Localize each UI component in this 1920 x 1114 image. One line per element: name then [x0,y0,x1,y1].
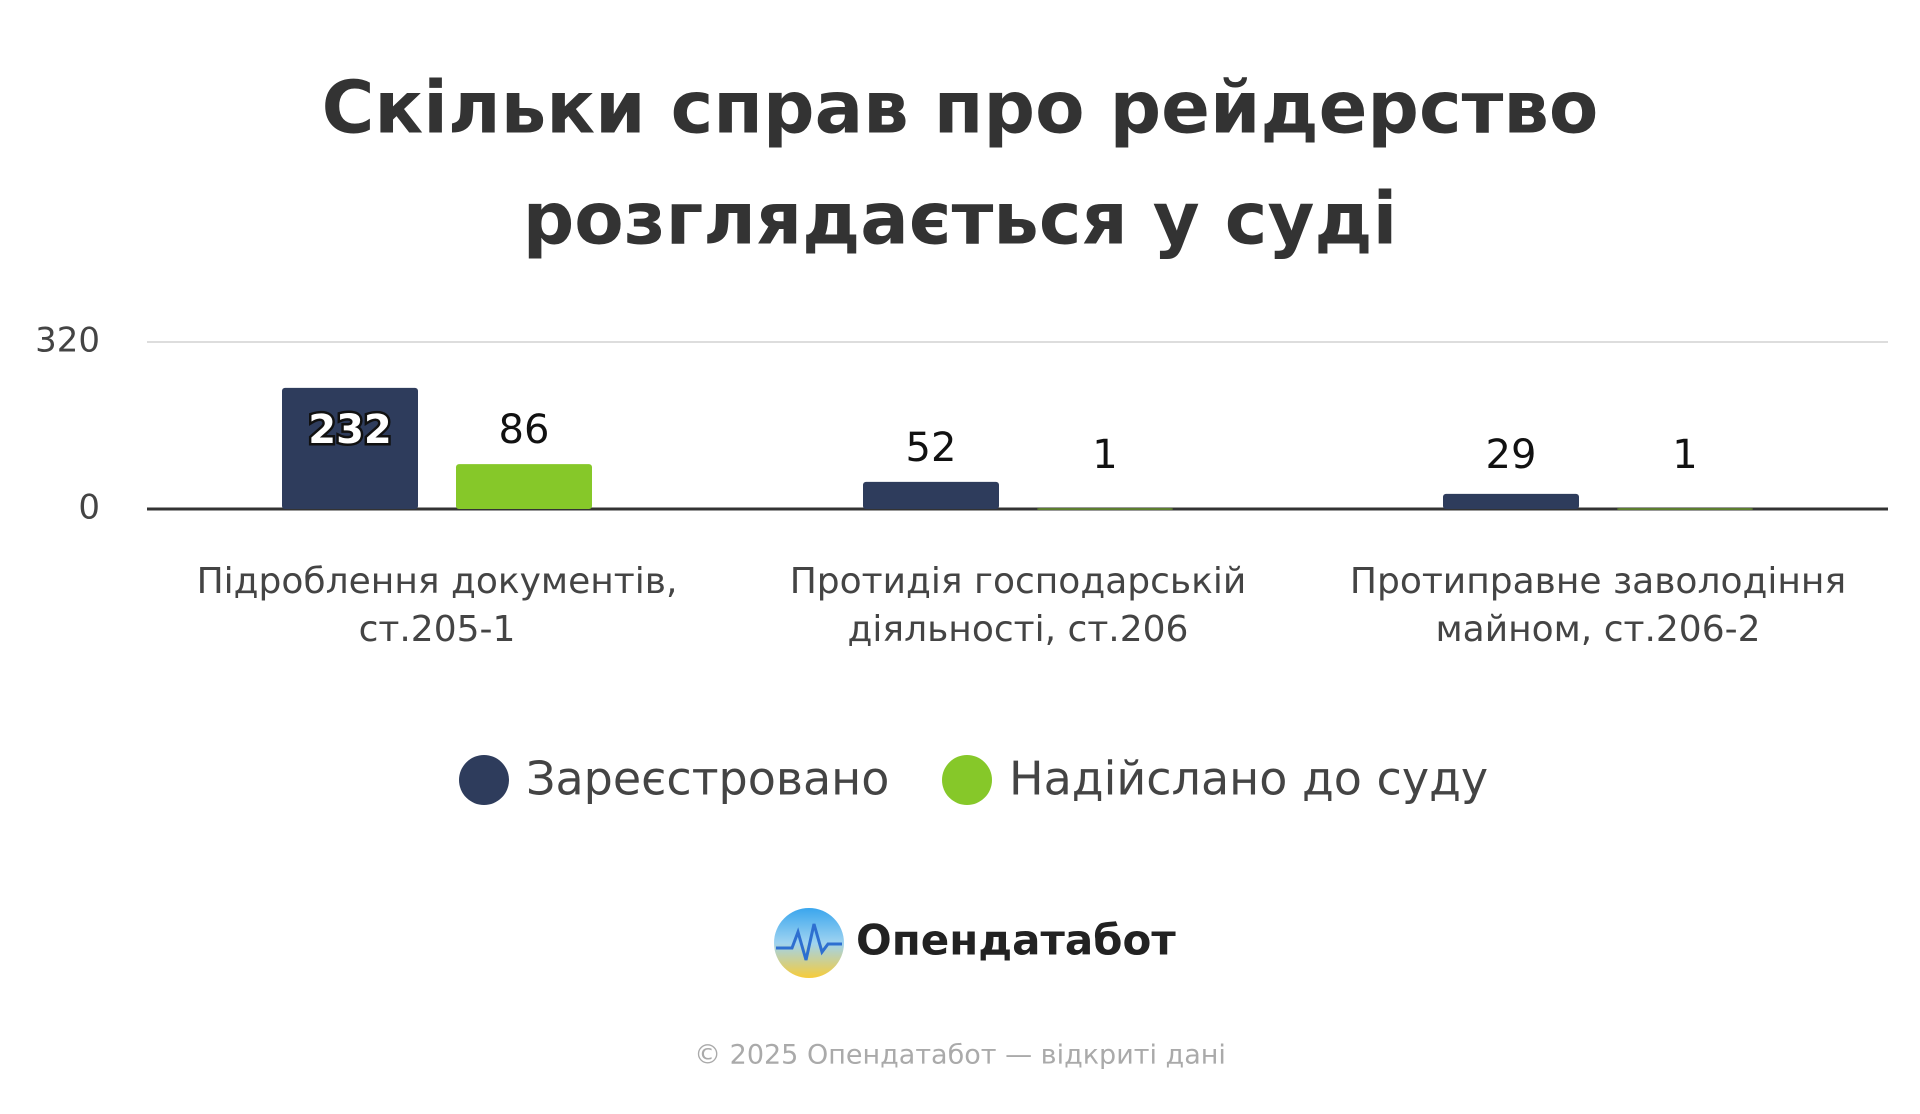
value-label: 52 [906,425,957,471]
x-tick-label: Підроблення документів, [197,561,678,602]
legend-marker [942,755,992,805]
value-label: 86 [499,407,550,453]
y-tick-label: 320 [35,321,100,361]
logo-text: Опендатабот [856,916,1176,965]
x-tick-label: ст.205-1 [359,609,516,650]
bar [863,481,999,509]
value-label: 29 [1486,432,1537,478]
x-tick-label: діяльності, ст.206 [848,609,1189,650]
legend-label: Зареєстровано [526,752,889,806]
chart-title: Скільки справ про рейдерство [322,66,1599,150]
value-label: 1 [1672,432,1697,478]
bar [282,387,418,509]
logo-pulse [776,923,842,961]
bar [456,464,592,509]
x-tick-label: майном, ст.206-2 [1435,609,1760,650]
bar [1617,508,1753,510]
legend-marker [459,755,509,805]
footer: © 2025 Опендатабот — відкриті дані [694,1040,1226,1071]
bar [1037,508,1173,510]
x-tick-label: Протидія господарській [790,561,1247,602]
legend-label: Надійслано до суду [1009,752,1488,806]
logo: Опендатабот [774,908,1176,978]
value-label: 1 [1092,432,1117,478]
chart-title: розглядається у суді [523,177,1398,261]
x-tick-label: Протиправне заволодіння [1350,561,1846,602]
y-tick-label: 0 [78,488,100,528]
bar [1443,493,1579,509]
value-label: 232 [308,407,392,453]
